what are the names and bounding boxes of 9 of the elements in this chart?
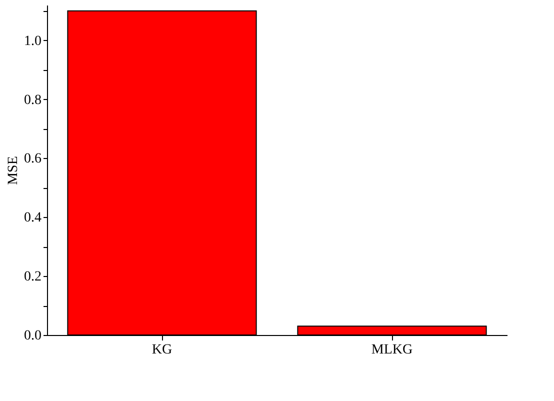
y-tick-label: 1.0 [24, 34, 42, 49]
y-tick-label: 0.8 [24, 92, 42, 108]
y-tick-label: 0.2 [24, 270, 42, 285]
y-tick-label: 0.0 [24, 328, 42, 344]
x-tick-label: KG [152, 342, 172, 358]
x-tick-label: MLKG [371, 342, 413, 358]
y-axis-title: MSE [6, 156, 21, 185]
y-tick-label: 0.4 [24, 210, 42, 226]
y-tick-label: 0.6 [24, 152, 42, 167]
